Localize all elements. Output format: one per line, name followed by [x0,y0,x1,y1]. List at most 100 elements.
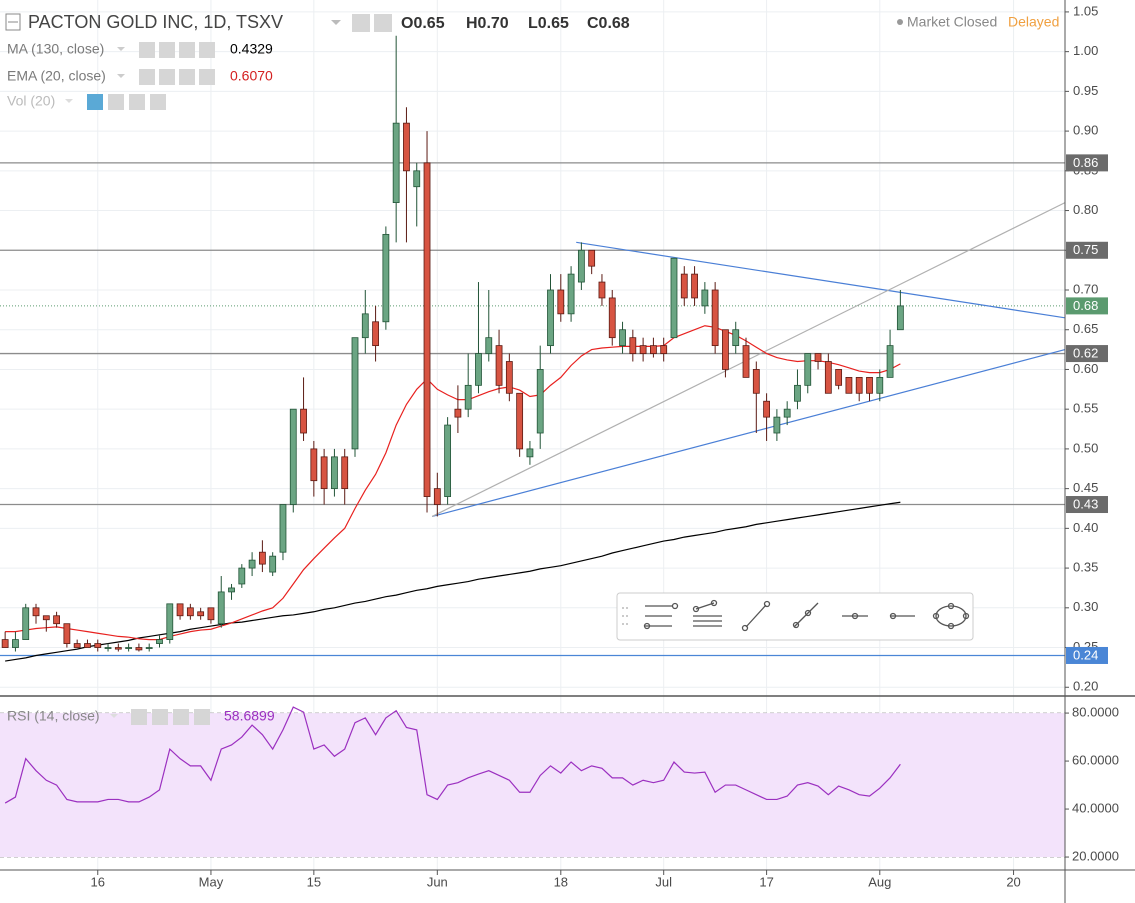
last-price-label: 0.68 [1073,298,1098,313]
ohlc-low: L0.65 [528,15,569,32]
series-line [5,501,901,662]
x-tick-label: May [199,874,224,889]
candle-body [248,559,256,569]
candle-body [269,555,277,573]
candle-body [732,329,740,347]
candle-body [752,369,760,394]
remove-icon[interactable] [150,94,166,110]
add-icon[interactable] [179,42,195,58]
candle-body [320,456,328,490]
tool-horizontal-lines[interactable] [643,602,679,630]
tool-ray[interactable] [792,602,819,629]
candle-body [125,647,133,649]
y-tick-label: 80.0000 [1072,705,1119,720]
add-icon[interactable] [173,709,189,725]
dropdown-arrow[interactable] [65,99,73,103]
toolbar-grip[interactable] [622,607,628,625]
candle-body [691,273,698,299]
candle-body [763,400,770,418]
settings-icon[interactable] [108,94,124,110]
candle-body [372,321,379,347]
tool-fib[interactable] [692,599,722,627]
add-icon[interactable] [129,94,145,110]
candle-body [135,647,143,651]
trend-line [576,241,1066,319]
candle-body [608,297,616,339]
dropdown-arrow[interactable] [117,74,125,78]
candle-body [711,289,719,347]
candle-body [300,408,307,434]
candle-body [557,289,565,315]
candle-body [361,313,369,339]
x-tick-label: 20 [1006,874,1020,889]
candle-body [814,353,822,362]
candle-body [32,607,40,617]
collapse-icon[interactable] [5,13,21,31]
candle-body [876,376,884,394]
eye-icon[interactable] [131,709,147,725]
dropdown-arrow[interactable] [110,714,118,718]
x-tick-label: Jun [427,874,448,889]
candle-body [186,607,194,617]
candle-body [773,416,781,434]
y-tick-label: 0.80 [1073,202,1098,217]
candle-body [12,639,19,648]
candle-body [742,345,750,378]
level-badge [1066,345,1108,363]
ohlc-open: O0.65 [401,15,445,32]
y-tick-label: 0.95 [1073,83,1098,98]
status-dot [897,19,903,25]
rsi-band [0,713,1065,858]
remove-icon[interactable] [199,42,215,58]
market-status: Market Closed [907,14,997,30]
y-tick-label: 0.55 [1073,401,1098,416]
remove-icon[interactable] [194,709,210,725]
x-tick-label: 17 [759,874,773,889]
candle-body [84,643,91,648]
level-label: 0.86 [1073,155,1098,170]
add-icon[interactable] [179,69,195,85]
candle-body [722,329,729,370]
dropdown-arrow[interactable] [331,20,341,25]
eye-icon[interactable] [139,42,155,58]
settings-icon[interactable] [152,709,168,725]
tool-trend-line[interactable] [741,600,771,632]
y-tick-label: 60.0000 [1072,753,1119,768]
rsi-value: 58.6899 [224,708,275,724]
candle-body [42,615,50,621]
candle-body [577,249,585,283]
candle-body [598,281,606,299]
candle-body [845,376,853,394]
candle-body [145,647,153,649]
tool-horizontal-segment[interactable] [889,612,915,620]
y-tick-label: 0.45 [1073,480,1098,495]
candle-body [639,345,647,354]
level-label: 0.24 [1073,647,1098,662]
settings-icon[interactable] [159,42,175,58]
settings-icon[interactable] [374,14,392,32]
candle-body [804,353,812,386]
eye-icon[interactable] [139,69,155,85]
candle-body [505,361,513,394]
eye-icon[interactable] [87,94,103,110]
candle-body [166,603,174,640]
eye-icon[interactable] [352,14,370,32]
candle-body [567,273,575,315]
tool-ellipse[interactable] [932,602,970,630]
candle-body [680,273,688,299]
dropdown-arrow[interactable] [117,47,125,51]
candle-body [413,170,421,188]
candle-body [824,361,832,394]
tool-horizontal-ray[interactable] [842,612,868,620]
trend-line [432,349,1066,518]
candle-body [855,376,863,394]
y-tick-label: 0.60 [1073,361,1098,376]
candle-body [536,369,544,434]
y-tick-label: 40.0000 [1072,800,1119,815]
series-line [4,706,901,804]
candle-body [485,337,493,354]
remove-icon[interactable] [199,69,215,85]
candle-body [835,369,843,386]
settings-icon[interactable] [159,69,175,85]
